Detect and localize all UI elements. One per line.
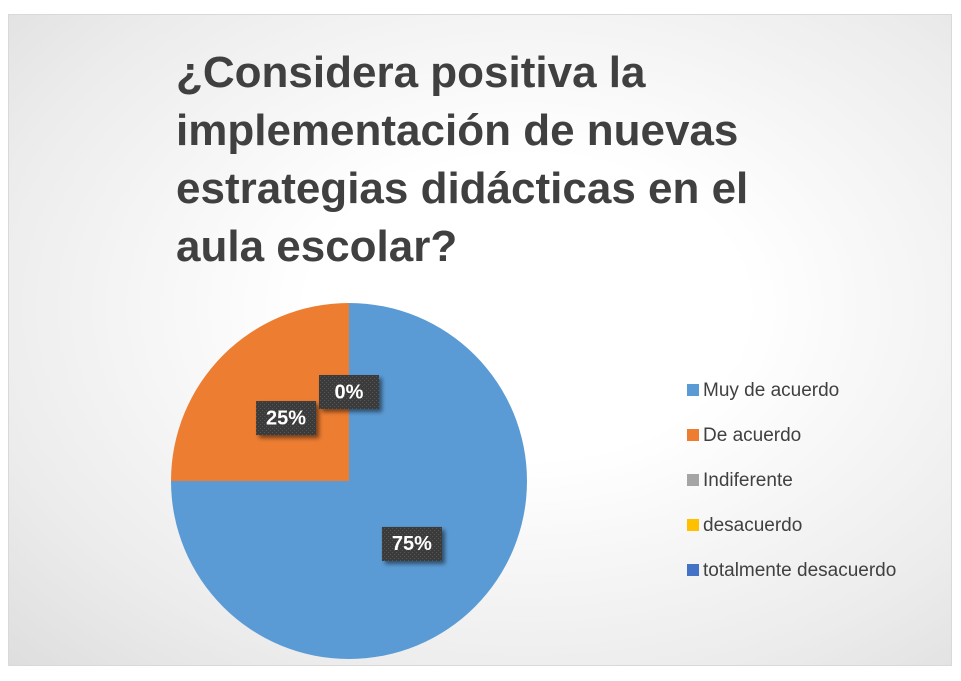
data-label-text: 0% [335, 381, 364, 403]
legend-label: desacuerdo [703, 515, 802, 536]
pie-slice [171, 303, 349, 481]
data-label-box [381, 526, 442, 561]
legend: Muy de acuerdo De acuerdo Indiferente desac… [687, 380, 896, 581]
legend-swatch [687, 429, 699, 441]
chart-title: ¿Considera positiva la implementación de… [176, 48, 749, 271]
legend-label: Indiferente [703, 470, 793, 491]
legend-swatch [687, 564, 699, 576]
data-label: 75% [381, 526, 442, 561]
data-label-text: 25% [266, 407, 306, 429]
legend-label: De acuerdo [703, 425, 801, 446]
legend-label: Muy de acuerdo [703, 380, 839, 401]
data-label: 25% [256, 401, 317, 436]
legend-swatch [687, 384, 699, 396]
legend-swatch [687, 474, 699, 486]
data-label-text: 75% [392, 533, 432, 555]
legend-label: totalmente desacuerdo [703, 560, 896, 581]
data-label: 0% [319, 375, 379, 409]
legend-swatch [687, 519, 699, 531]
data-label-box [256, 401, 317, 436]
data-label-box [319, 375, 379, 409]
